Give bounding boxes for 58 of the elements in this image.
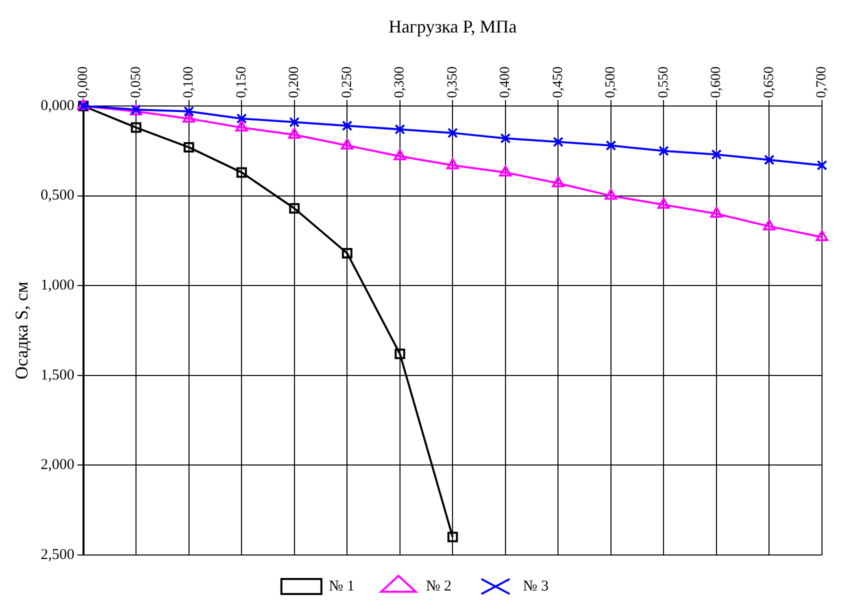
point xyxy=(552,176,564,188)
x-tick-label: 0,450 xyxy=(550,66,566,98)
point xyxy=(710,206,723,218)
x-tick-label: 0,700 xyxy=(814,66,830,98)
point xyxy=(394,149,406,160)
y-tick-label: 0,500 xyxy=(40,188,74,204)
point xyxy=(816,160,828,171)
y-axis-title: Осадка S, см xyxy=(12,282,32,380)
x-tick-label: 0,250 xyxy=(340,66,355,98)
point xyxy=(763,219,776,230)
point xyxy=(235,120,248,132)
point xyxy=(658,198,670,209)
point xyxy=(606,140,616,151)
x-tick-label: 0,350 xyxy=(445,66,460,98)
point xyxy=(184,142,194,153)
x-tick-label: 0,550 xyxy=(656,66,672,98)
point xyxy=(711,149,722,160)
y-tick-label: 2,500 xyxy=(40,546,74,563)
legend-label: № 2 xyxy=(426,578,452,594)
point xyxy=(447,128,458,138)
x-tick-label: 0,050 xyxy=(128,66,144,98)
x-tick-label: 0,500 xyxy=(604,66,619,98)
y-tick-label: 0,000 xyxy=(40,98,74,114)
x-tick-label: 0,600 xyxy=(709,66,724,98)
point xyxy=(288,128,301,139)
point xyxy=(499,165,512,176)
point xyxy=(130,122,142,133)
point xyxy=(500,133,511,144)
legend-label: № 1 xyxy=(328,578,354,594)
point xyxy=(604,188,618,200)
x-tick-label: 0,150 xyxy=(234,66,250,98)
y-tick-label: 1,000 xyxy=(40,278,74,294)
x-tick-label: 0,100 xyxy=(182,66,197,98)
point xyxy=(340,138,354,150)
point xyxy=(394,348,406,360)
x-tick-label: 0,200 xyxy=(287,66,302,98)
point xyxy=(552,136,564,148)
x-tick-label: 0,400 xyxy=(498,66,514,98)
point xyxy=(447,532,458,542)
point xyxy=(394,124,406,135)
point xyxy=(342,120,352,131)
y-tick-label: 2,000 xyxy=(40,457,74,474)
legend-label: № 3 xyxy=(523,578,549,594)
point xyxy=(658,146,669,156)
point xyxy=(236,113,247,124)
point xyxy=(184,106,194,117)
point xyxy=(764,154,774,166)
x-tick-label: 0,300 xyxy=(392,66,408,98)
point xyxy=(289,116,300,128)
x-tick-label: 0,650 xyxy=(762,66,777,98)
x-axis-title: Нагрузка P, МПа xyxy=(388,16,517,37)
point xyxy=(342,248,352,259)
point xyxy=(816,230,828,242)
y-tick-label: 1,500 xyxy=(40,367,74,384)
point xyxy=(446,158,459,170)
point xyxy=(182,112,196,123)
point xyxy=(289,203,300,214)
point xyxy=(236,167,247,178)
